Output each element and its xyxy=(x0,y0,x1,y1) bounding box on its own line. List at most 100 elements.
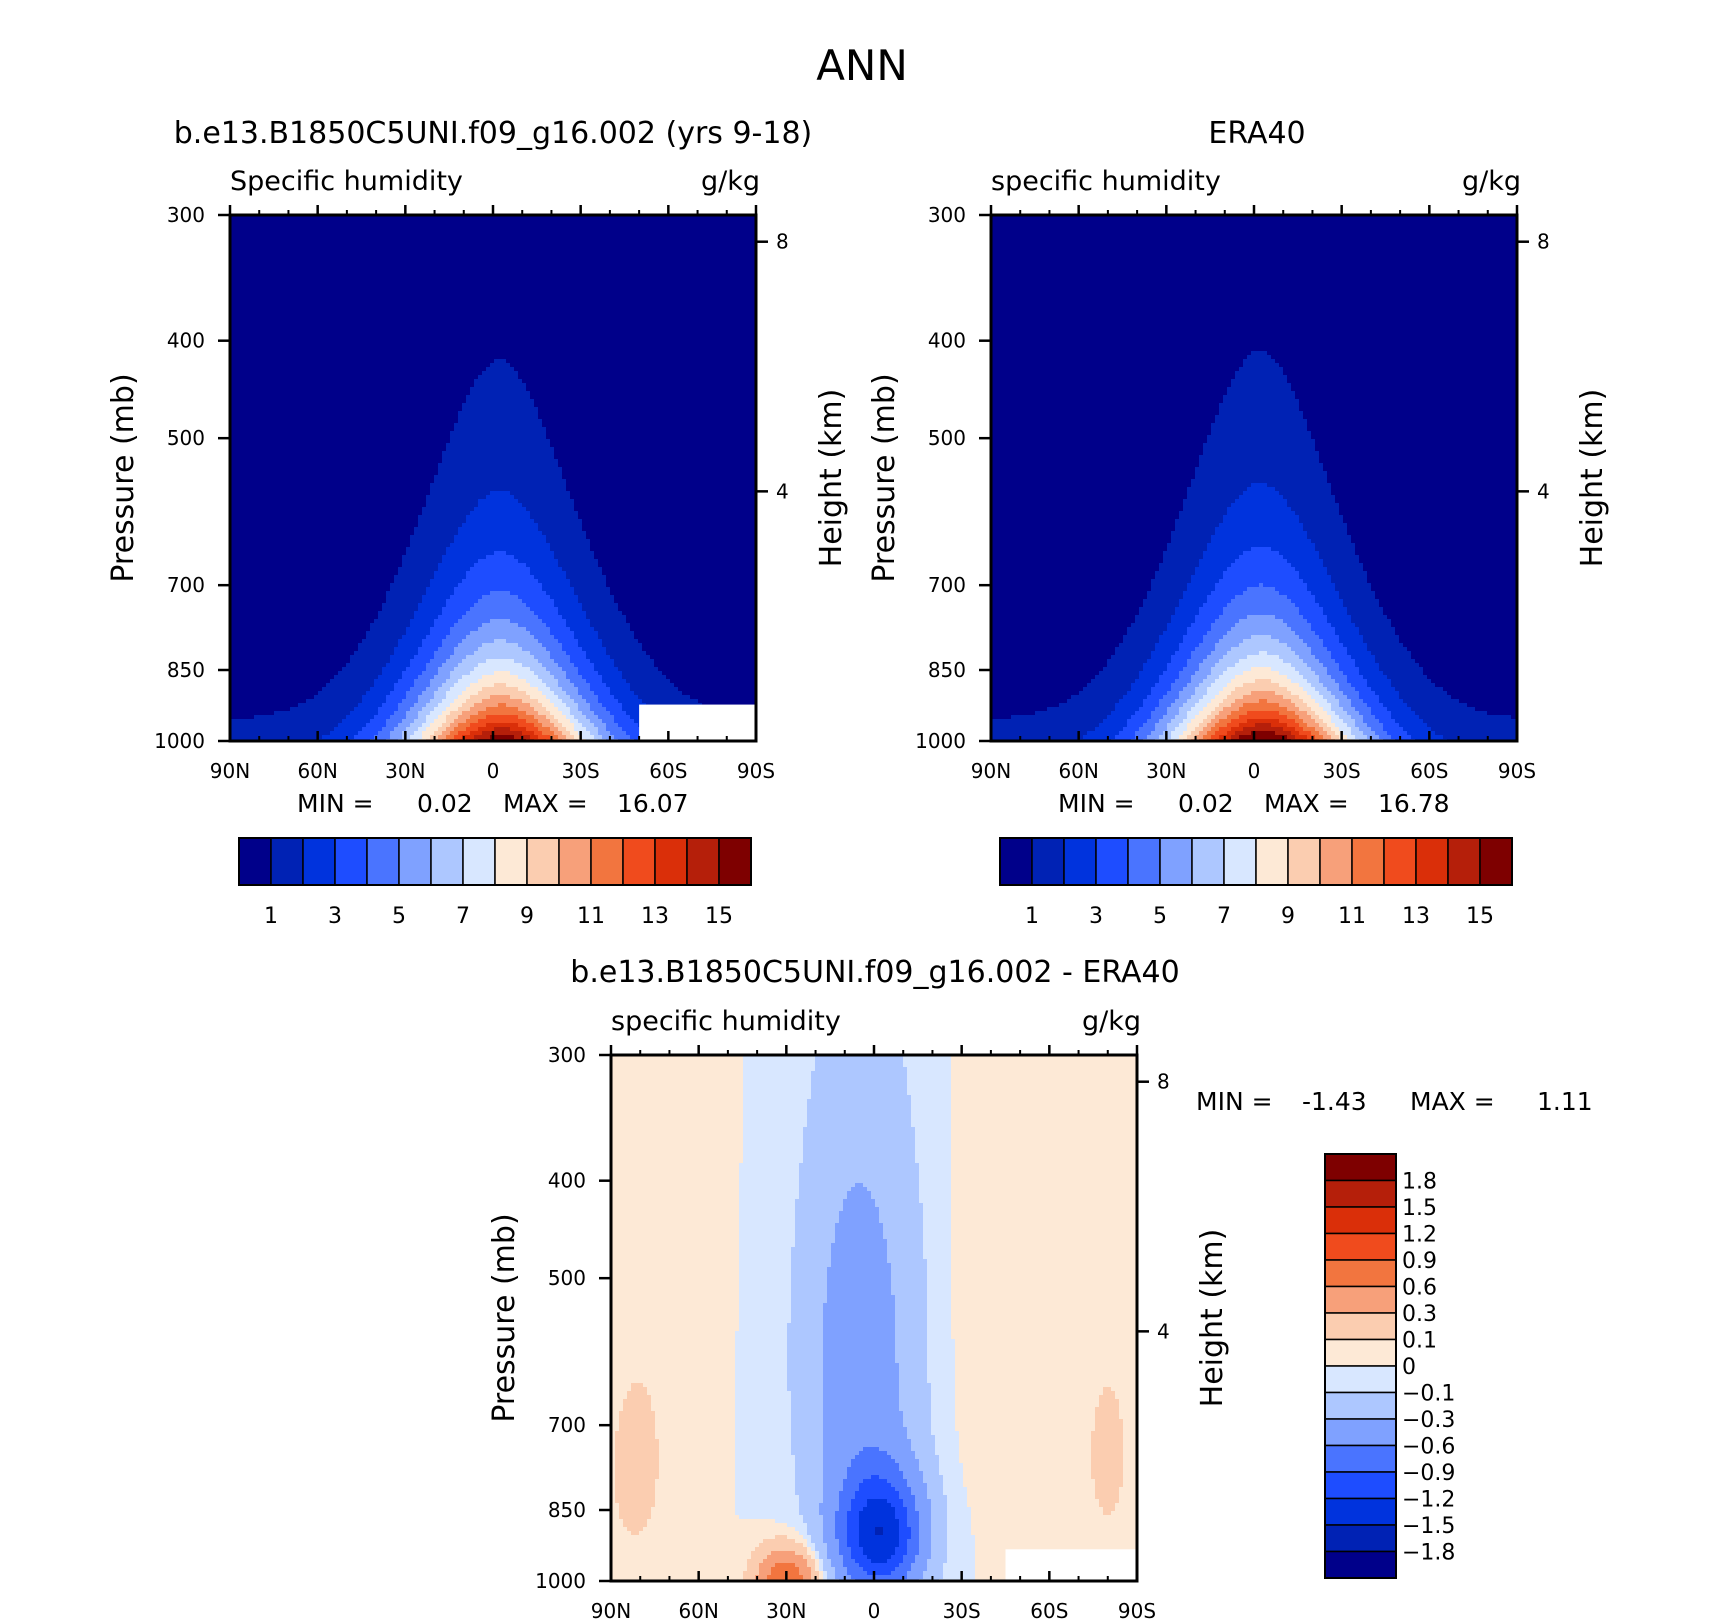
contour-cell xyxy=(610,343,615,348)
contour-cell xyxy=(614,219,619,224)
contour-cell xyxy=(310,355,315,360)
contour-cell xyxy=(282,239,287,244)
contour-cell xyxy=(670,291,675,296)
contour-cell xyxy=(302,243,307,248)
contour-cell xyxy=(742,255,747,260)
contour-cell xyxy=(482,323,487,328)
contour-cell xyxy=(662,315,667,320)
contour-cell xyxy=(570,295,575,300)
contour-cell xyxy=(498,327,503,332)
contour-cell xyxy=(742,231,747,236)
contour-cell xyxy=(638,359,643,364)
contour-cell xyxy=(670,351,675,356)
contour-cell xyxy=(438,299,443,304)
contour-cell xyxy=(614,227,619,232)
contour-cell xyxy=(594,243,599,248)
contour-cell xyxy=(746,231,751,236)
contour-cell xyxy=(402,323,407,328)
contour-cell xyxy=(362,243,367,248)
contour-cell xyxy=(314,251,319,256)
contour-cell xyxy=(622,303,627,308)
contour-cell xyxy=(254,359,259,364)
contour-cell xyxy=(450,231,455,236)
contour-cell xyxy=(670,235,675,240)
contour-cell xyxy=(526,299,531,304)
contour-cell xyxy=(650,319,655,324)
contour-cell xyxy=(282,283,287,288)
contour-cell xyxy=(430,315,435,320)
contour-cell xyxy=(486,275,491,280)
contour-cell xyxy=(414,231,419,236)
contour-cell xyxy=(750,259,755,264)
contour-cell xyxy=(742,331,747,336)
contour-cell xyxy=(522,307,527,312)
contour-cell xyxy=(746,275,751,280)
contour-cell xyxy=(242,223,247,228)
contour-cell xyxy=(546,235,551,240)
contour-cell xyxy=(702,335,707,340)
contour-cell xyxy=(694,251,699,256)
contour-cell xyxy=(394,279,399,284)
contour-cell xyxy=(742,303,747,308)
contour-cell xyxy=(242,279,247,284)
contour-cell xyxy=(354,247,359,252)
contour-cell xyxy=(690,263,695,268)
contour-cell xyxy=(558,355,563,360)
contour-cell xyxy=(382,347,387,352)
contour-field xyxy=(230,215,759,744)
contour-cell xyxy=(658,227,663,232)
contour-cell xyxy=(246,307,251,312)
contour-cell xyxy=(646,243,651,248)
contour-cell xyxy=(466,351,471,356)
contour-cell xyxy=(398,243,403,248)
contour-cell xyxy=(266,363,271,368)
contour-cell xyxy=(506,251,511,256)
contour-cell xyxy=(382,251,387,256)
contour-cell xyxy=(650,351,655,356)
contour-cell xyxy=(334,247,339,252)
contour-cell xyxy=(258,227,263,232)
contour-cell xyxy=(430,331,435,336)
contour-cell xyxy=(490,307,495,312)
contour-cell xyxy=(234,239,239,244)
contour-cell xyxy=(678,259,683,264)
contour-cell xyxy=(618,275,623,280)
contour-cell xyxy=(350,239,355,244)
contour-cell xyxy=(286,323,291,328)
contour-cell xyxy=(690,323,695,328)
contour-cell xyxy=(318,335,323,340)
contour-cell xyxy=(494,355,499,360)
contour-cell xyxy=(746,251,751,256)
contour-cell xyxy=(298,295,303,300)
contour-cell xyxy=(538,239,543,244)
contour-cell xyxy=(374,363,379,368)
contour-cell xyxy=(570,279,575,284)
contour-cell xyxy=(442,227,447,232)
contour-cell xyxy=(730,351,735,356)
contour-cell xyxy=(590,235,595,240)
contour-cell xyxy=(310,335,315,340)
contour-cell xyxy=(746,351,751,356)
contour-cell xyxy=(414,303,419,308)
contour-cell xyxy=(646,219,651,224)
contour-cell xyxy=(382,231,387,236)
contour-cell xyxy=(606,319,611,324)
contour-cell xyxy=(618,351,623,356)
contour-cell xyxy=(578,239,583,244)
contour-cell xyxy=(662,255,667,260)
contour-cell xyxy=(654,307,659,312)
contour-cell xyxy=(674,299,679,304)
contour-cell xyxy=(542,267,547,272)
contour-cell xyxy=(238,223,243,228)
contour-cell xyxy=(474,331,479,336)
contour-cell xyxy=(626,231,631,236)
contour-cell xyxy=(414,327,419,332)
contour-cell xyxy=(578,359,583,364)
contour-cell xyxy=(678,295,683,300)
contour-cell xyxy=(438,295,443,300)
contour-cell xyxy=(450,219,455,224)
contour-cell xyxy=(694,319,699,324)
contour-cell xyxy=(702,319,707,324)
contour-cell xyxy=(462,279,467,284)
contour-cell xyxy=(326,347,331,352)
